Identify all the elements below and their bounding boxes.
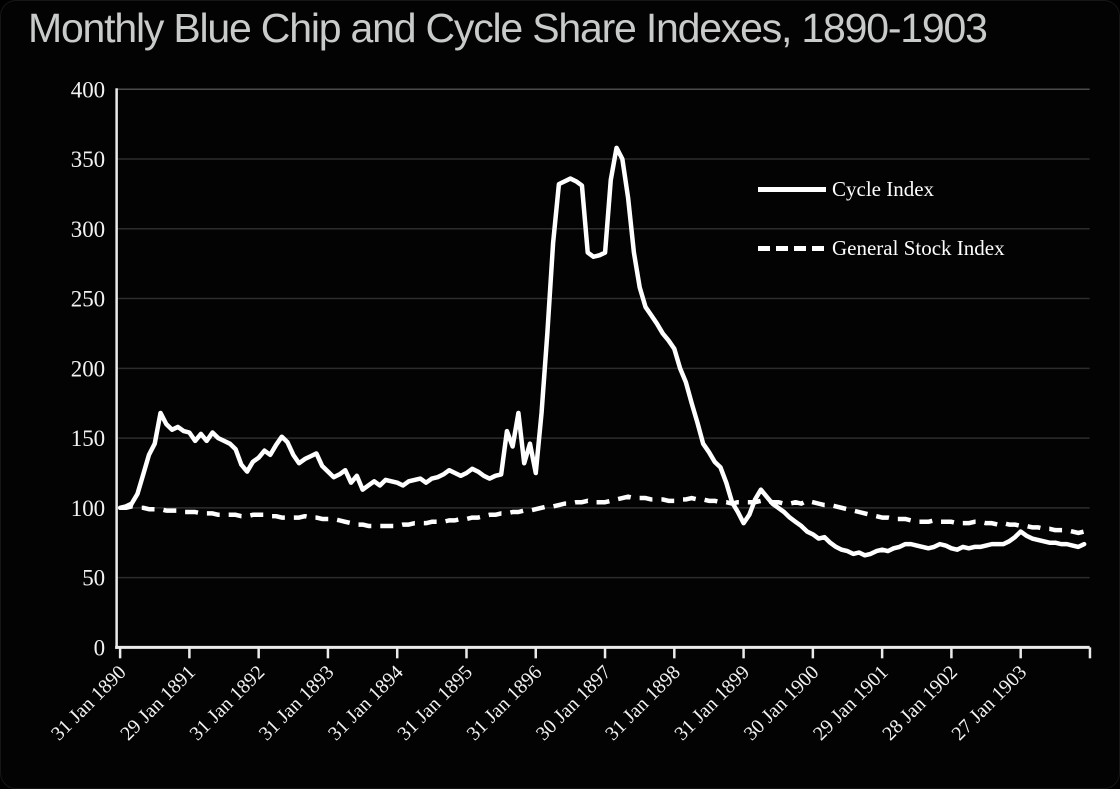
y-tick-label: 50 xyxy=(82,566,105,591)
chart-title: Monthly Blue Chip and Cycle Share Indexe… xyxy=(28,5,988,51)
legend-label-cycle-index: Cycle Index xyxy=(832,177,935,201)
legend-item-cycle-index: Cycle Index xyxy=(758,177,934,202)
legend-item-general-stock-index: General Stock Index xyxy=(758,236,1005,261)
cycle-index-line xyxy=(117,145,1087,558)
x-tick-label: 27 Jan 1903 xyxy=(948,661,1032,745)
y-tick-label: 350 xyxy=(71,147,105,172)
legend-label-general-stock-index: General Stock Index xyxy=(832,236,1005,260)
y-tick-label: 200 xyxy=(71,356,105,381)
y-tick-label: 0 xyxy=(94,635,105,660)
general-stock-index-line-sample xyxy=(758,246,826,251)
y-tick-label: 100 xyxy=(71,496,105,521)
y-tick-label: 400 xyxy=(71,77,105,102)
cycle-index-line-sample xyxy=(758,187,826,192)
y-tick-label: 300 xyxy=(71,217,105,242)
y-tick-label: 150 xyxy=(71,426,105,451)
general-stock-index-line xyxy=(120,494,1085,536)
y-tick-label: 250 xyxy=(71,287,105,312)
